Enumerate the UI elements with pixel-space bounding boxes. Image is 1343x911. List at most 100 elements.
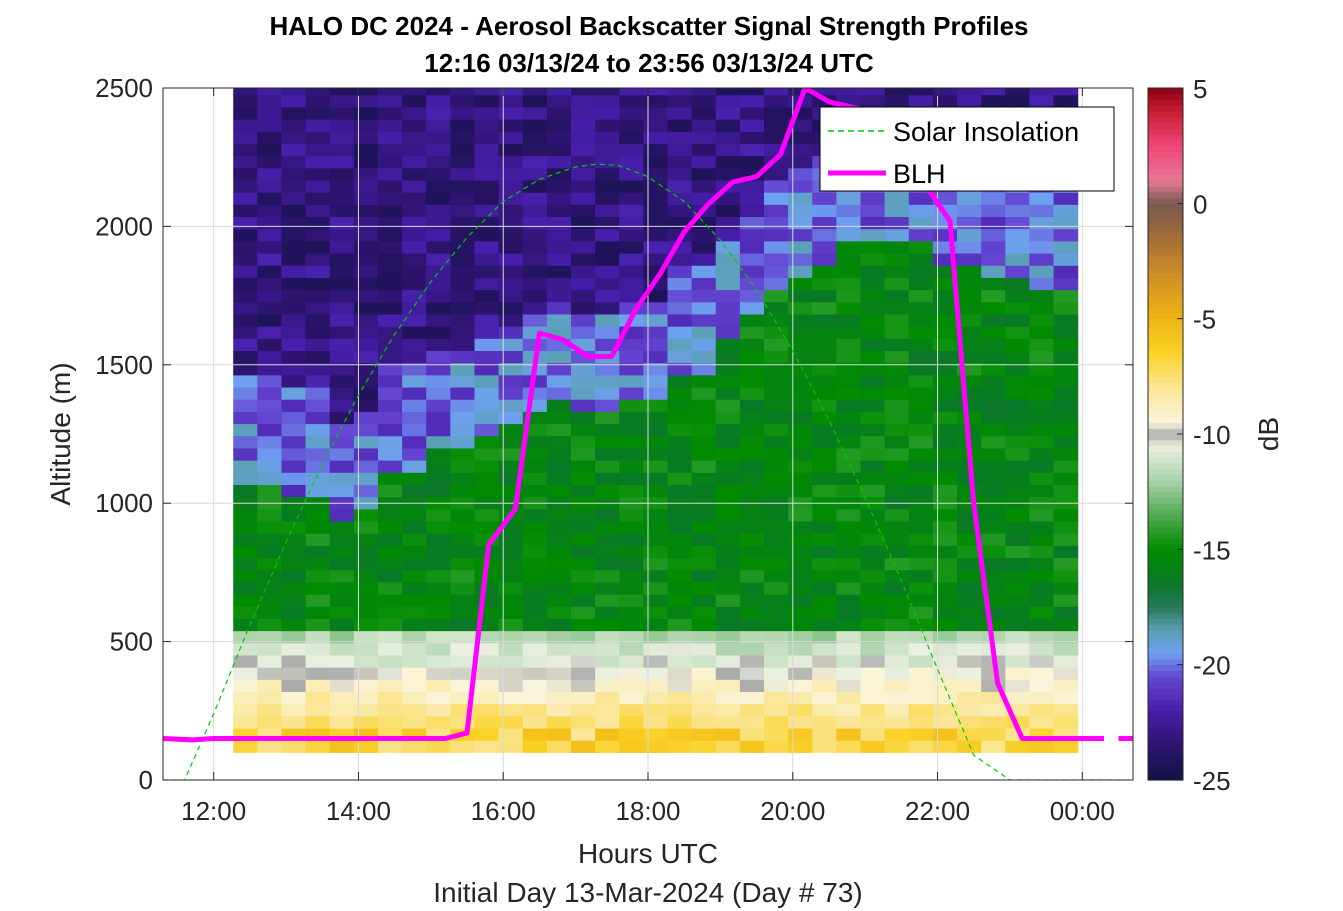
heatmap-cell <box>329 569 355 583</box>
heatmap-cell <box>570 277 596 291</box>
heatmap-cell <box>715 423 741 437</box>
heatmap-cell <box>643 484 669 498</box>
heatmap-cell <box>981 411 1006 425</box>
heatmap-cell <box>788 593 813 607</box>
heatmap-cell <box>932 691 958 705</box>
colorbar-segment <box>1148 566 1183 573</box>
heatmap-cell <box>426 106 451 120</box>
heatmap-cell <box>812 265 837 278</box>
heatmap-cell <box>739 472 765 485</box>
heatmap-cell <box>812 447 837 461</box>
heatmap-cell <box>1029 654 1055 668</box>
heatmap-cell <box>595 362 620 376</box>
heatmap-cell <box>643 740 669 753</box>
heatmap-cell <box>570 740 596 753</box>
heatmap-cell <box>522 265 548 278</box>
heatmap-cell <box>377 423 403 437</box>
heatmap-cell <box>860 435 886 449</box>
heatmap-cell <box>450 593 476 607</box>
heatmap-cell <box>329 545 355 559</box>
heatmap-cell <box>546 740 572 753</box>
heatmap-cell <box>1029 642 1055 656</box>
heatmap-cell <box>884 362 910 376</box>
heatmap-cell <box>643 301 669 315</box>
heatmap-cell <box>305 618 331 632</box>
heatmap-cell <box>474 679 500 693</box>
heatmap-cell <box>619 642 644 656</box>
heatmap-cell <box>353 399 379 412</box>
heatmap-cell <box>570 508 596 522</box>
heatmap-cell <box>1053 703 1079 717</box>
heatmap-cell <box>498 569 524 583</box>
heatmap-cell <box>739 338 765 352</box>
heatmap-cell <box>788 667 813 680</box>
heatmap-cell <box>860 679 886 693</box>
heatmap-cell <box>329 447 355 461</box>
heatmap-cell <box>691 618 717 632</box>
heatmap-cell <box>739 520 765 534</box>
heatmap-cell <box>353 192 379 205</box>
heatmap-cell <box>788 350 813 364</box>
heatmap-cell <box>908 350 934 364</box>
heatmap-cell <box>377 326 403 339</box>
y-tick-label: 2500 <box>95 73 153 103</box>
heatmap-cell <box>257 192 283 205</box>
heatmap-cell <box>643 131 669 144</box>
heatmap-cell <box>426 338 451 352</box>
colorbar-segment <box>1148 186 1183 193</box>
colorbar-segment <box>1148 428 1183 435</box>
heatmap-cell <box>474 484 500 498</box>
heatmap-cell <box>474 289 500 303</box>
heatmap-cell <box>812 569 837 583</box>
heatmap-cell <box>643 679 669 693</box>
heatmap-cell <box>570 362 596 376</box>
heatmap-cell <box>1053 326 1079 339</box>
heatmap-cell <box>233 228 258 242</box>
heatmap-cell <box>474 654 500 668</box>
heatmap-cell <box>522 119 548 132</box>
heatmap-cell <box>619 350 644 364</box>
heatmap-cell <box>450 265 476 278</box>
heatmap-cell <box>353 423 379 437</box>
heatmap-cell <box>595 508 620 522</box>
heatmap-cell <box>257 460 283 473</box>
heatmap-cell <box>281 301 307 315</box>
heatmap-cell <box>305 593 331 607</box>
heatmap-cell <box>764 533 789 546</box>
heatmap-cell <box>305 88 331 96</box>
heatmap-cell <box>981 265 1006 278</box>
heatmap-cell <box>546 240 572 254</box>
heatmap-cell <box>932 460 958 473</box>
heatmap-cell <box>908 240 934 254</box>
colorbar-segment <box>1148 111 1183 118</box>
heatmap-cell <box>595 179 620 193</box>
heatmap-cell <box>353 740 379 753</box>
heatmap-cell <box>281 740 307 753</box>
heatmap-cell <box>1029 435 1055 449</box>
colorbar-segment <box>1148 532 1183 539</box>
heatmap-cell <box>305 581 331 595</box>
heatmap-cell <box>764 557 789 571</box>
heatmap-cell <box>305 399 331 412</box>
heatmap-cell <box>884 581 910 595</box>
heatmap-cell <box>788 703 813 717</box>
heatmap-cell <box>546 204 572 218</box>
heatmap-cell <box>402 192 427 205</box>
colorbar-segment <box>1148 664 1183 672</box>
heatmap-cell <box>764 252 789 266</box>
colorbar-segment <box>1148 255 1183 262</box>
heatmap-cell <box>233 557 258 571</box>
heatmap-cell <box>788 545 813 559</box>
colorbar-segment <box>1148 410 1183 418</box>
heatmap-cell <box>932 289 958 303</box>
heatmap-cell <box>474 119 500 132</box>
heatmap-cell <box>764 740 789 753</box>
heatmap-cell <box>908 593 934 607</box>
heatmap-cell <box>884 216 910 230</box>
heatmap-cell <box>667 447 693 461</box>
heatmap-cell <box>643 411 669 425</box>
x-tick-label: 00:00 <box>1050 796 1115 826</box>
heatmap-cell <box>546 484 572 498</box>
heatmap-cell <box>305 216 331 230</box>
heatmap-cell <box>474 228 500 242</box>
